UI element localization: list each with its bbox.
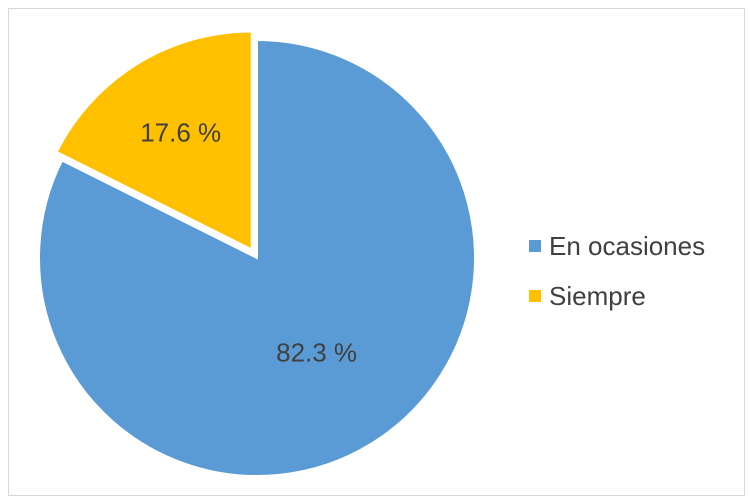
legend-item-siempre: Siempre [529, 271, 705, 321]
legend-label-siempre: Siempre [549, 280, 646, 311]
legend-item-en-ocasiones: En ocasiones [529, 221, 705, 271]
legend: En ocasiones Siempre [529, 221, 705, 321]
data-label-siempre: 17.6 % [140, 117, 221, 147]
pie-slice-en-ocasiones [38, 38, 476, 477]
chart-frame: 82.3 % 17.6 % En ocasiones Siempre [8, 8, 745, 496]
pie-chart: 82.3 % 17.6 % [38, 30, 476, 477]
legend-swatch-siempre [529, 290, 541, 302]
legend-swatch-en-ocasiones [529, 240, 541, 252]
data-label-en-ocasiones: 82.3 % [276, 337, 357, 367]
pie-slice-siempre [55, 30, 253, 252]
legend-label-en-ocasiones: En ocasiones [549, 230, 706, 261]
